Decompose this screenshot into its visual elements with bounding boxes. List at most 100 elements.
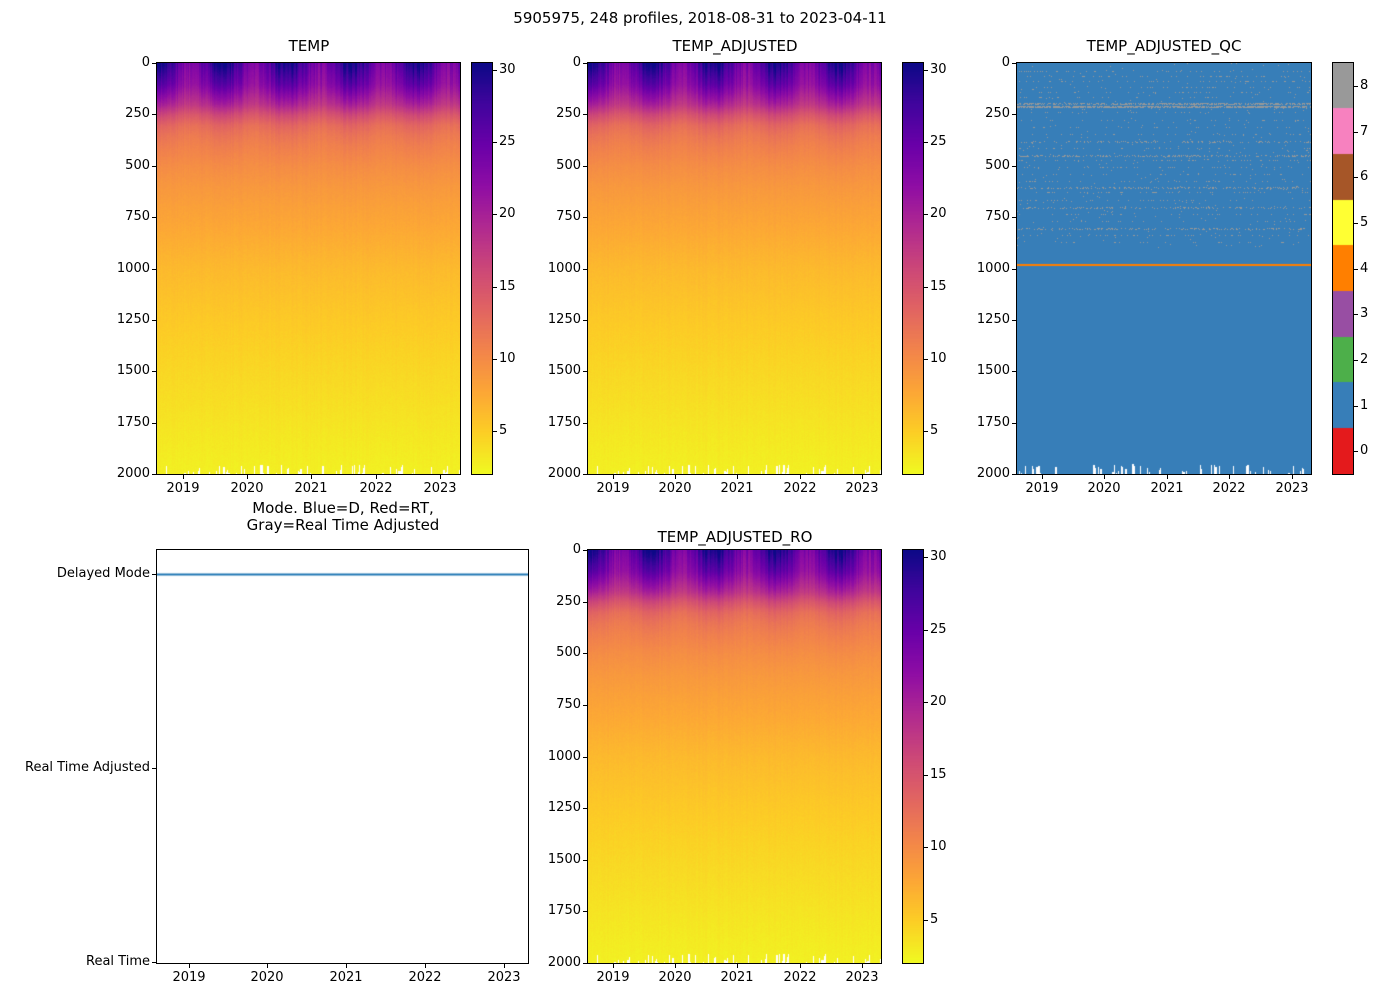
- colorbar-tick-label: 5: [499, 423, 508, 438]
- x-tick: [311, 475, 312, 479]
- panel-title-temp-adjusted: TEMP_ADJUSTED: [672, 37, 798, 55]
- x-tick: [862, 964, 863, 968]
- y-tick: [583, 911, 587, 912]
- colorbar-tick-label: 15: [930, 767, 947, 782]
- x-tick-label: 2023: [845, 481, 879, 496]
- y-tick-label: 750: [556, 697, 581, 712]
- colorbar-tick: [924, 431, 928, 432]
- temp-adjusted-qc-heatmap-canvas: [1016, 62, 1312, 475]
- y-tick: [1012, 114, 1016, 115]
- y-tick: [583, 757, 587, 758]
- y-tick-label: 1500: [976, 363, 1010, 378]
- y-tick-label: 2000: [976, 466, 1010, 481]
- y-tick: [152, 423, 156, 424]
- x-tick: [800, 475, 801, 479]
- colorbar-tick: [493, 214, 497, 215]
- y-tick: [152, 371, 156, 372]
- colorbar-tick: [493, 287, 497, 288]
- y-tick-label: 250: [985, 106, 1010, 121]
- x-tick-label: 2020: [658, 970, 692, 985]
- colorbar-tick-label: 5: [1360, 215, 1369, 230]
- panel-title-temp-adjusted-ro: TEMP_ADJUSTED_RO: [657, 528, 813, 546]
- colorbar-tick: [924, 142, 928, 143]
- y-tick-label: 750: [556, 209, 581, 224]
- x-tick: [737, 475, 738, 479]
- y-tick: [1012, 423, 1016, 424]
- x-tick-label: 2019: [1025, 481, 1059, 496]
- colorbar-tick-label: 10: [930, 351, 947, 366]
- x-tick: [613, 964, 614, 968]
- x-tick-label: 2020: [1087, 481, 1121, 496]
- panel-title-mode: Mode. Blue=D, Red=RT, Gray=Real Time Adj…: [246, 499, 440, 534]
- y-tick-label: 750: [985, 209, 1010, 224]
- y-tick: [583, 550, 587, 551]
- x-tick-label: 2021: [294, 481, 328, 496]
- colorbar-tick: [493, 142, 497, 143]
- y-tick-label: 2000: [116, 466, 150, 481]
- y-tick: [583, 166, 587, 167]
- colorbar-tick: [924, 70, 928, 71]
- colorbar-tick-label: 0: [1360, 443, 1369, 458]
- y-tick: [583, 371, 587, 372]
- x-tick-label: 2019: [596, 970, 630, 985]
- colorbar-tick-label: 30: [930, 62, 947, 77]
- x-tick: [1042, 475, 1043, 479]
- y-tick-label: Real Time Adjusted: [25, 760, 150, 775]
- x-tick: [800, 964, 801, 968]
- panel-title-temp-adjusted-qc: TEMP_ADJUSTED_QC: [1086, 37, 1242, 55]
- y-tick-label: 500: [125, 158, 150, 173]
- colorbar-tick-label: 25: [930, 622, 947, 637]
- y-tick: [152, 962, 156, 963]
- temp-adjusted-ro-colorbar-canvas: [902, 549, 924, 964]
- y-tick-label: 1000: [547, 749, 581, 764]
- x-tick: [247, 475, 248, 479]
- y-tick: [583, 653, 587, 654]
- x-tick-label: 2019: [172, 970, 206, 985]
- colorbar-tick: [924, 847, 928, 848]
- colorbar-tick-label: 3: [1360, 306, 1369, 321]
- y-tick: [583, 474, 587, 475]
- y-tick: [152, 320, 156, 321]
- y-tick: [152, 114, 156, 115]
- y-tick: [1012, 371, 1016, 372]
- temp-adjusted-colorbar-canvas: [902, 62, 924, 475]
- y-tick: [1012, 217, 1016, 218]
- temp-heatmap-canvas: [156, 62, 461, 475]
- y-tick-label: 250: [556, 594, 581, 609]
- y-tick: [152, 269, 156, 270]
- x-tick-label: 2021: [329, 970, 363, 985]
- y-tick-label: 1500: [116, 363, 150, 378]
- y-tick: [1012, 63, 1016, 64]
- y-tick: [152, 63, 156, 64]
- colorbar-tick: [924, 359, 928, 360]
- colorbar-tick: [924, 630, 928, 631]
- temp-adjusted-ro-heatmap-canvas: [587, 549, 882, 964]
- colorbar-tick-label: 15: [499, 279, 516, 294]
- y-tick-label: 1750: [547, 415, 581, 430]
- colorbar-tick: [924, 287, 928, 288]
- y-tick: [583, 269, 587, 270]
- colorbar-tick-label: 20: [930, 694, 947, 709]
- y-tick-label: 750: [125, 209, 150, 224]
- y-tick: [583, 63, 587, 64]
- y-tick-label: 1000: [547, 261, 581, 276]
- y-tick-label: 2000: [547, 955, 581, 970]
- y-tick-label: 250: [556, 106, 581, 121]
- colorbar-tick: [1354, 451, 1358, 452]
- colorbar-tick: [1354, 132, 1358, 133]
- panel-title-temp: TEMP: [288, 37, 330, 55]
- y-tick-label: 1000: [976, 261, 1010, 276]
- y-tick-label: Delayed Mode: [56, 566, 150, 581]
- x-tick: [504, 964, 505, 968]
- colorbar-tick: [924, 775, 928, 776]
- x-tick: [1104, 475, 1105, 479]
- colorbar-tick-label: 30: [930, 549, 947, 564]
- x-tick-label: 2023: [487, 970, 521, 985]
- y-tick-label: Real Time: [86, 954, 150, 969]
- x-tick-label: 2020: [658, 481, 692, 496]
- y-tick-label: 0: [572, 542, 581, 557]
- colorbar-tick-label: 20: [930, 206, 947, 221]
- colorbar-tick: [1354, 360, 1358, 361]
- mode-line-canvas: [156, 549, 529, 964]
